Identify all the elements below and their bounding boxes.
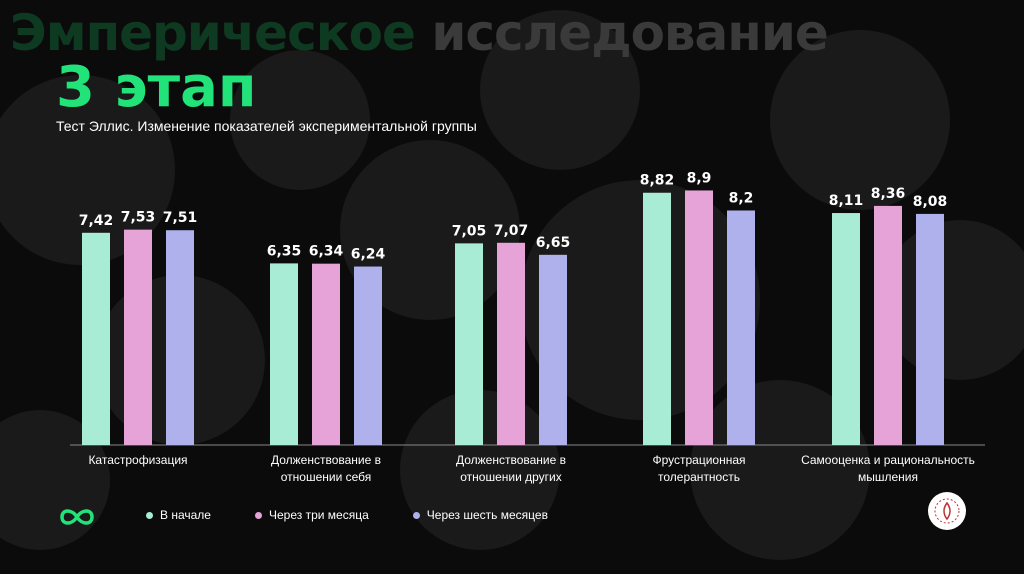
data-label: 8,08	[913, 194, 948, 210]
bar	[643, 192, 671, 445]
legend-item: Через три месяца	[254, 508, 369, 522]
bar	[685, 190, 713, 445]
category-label: Катастрофизация	[88, 453, 187, 467]
chart-subtitle: Тест Эллис. Изменение показателей экспер…	[56, 118, 477, 134]
bar	[497, 242, 525, 445]
bar	[124, 229, 152, 445]
bar	[916, 213, 944, 445]
bar	[354, 266, 382, 445]
heading-word-1: Эмперическое	[10, 4, 416, 62]
data-label: 7,07	[494, 223, 529, 239]
data-label: 7,05	[452, 223, 487, 239]
infinity-logo-icon	[58, 505, 96, 534]
legend-label: Через три месяца	[268, 508, 369, 522]
data-label: 8,2	[729, 190, 754, 206]
data-label: 6,34	[309, 244, 344, 260]
bar	[539, 254, 567, 445]
legend-item: Через шесть месяцев	[412, 508, 548, 522]
heading-word-2: исследование	[431, 4, 828, 62]
category-label: Долженствование в отношении других	[456, 453, 566, 484]
legend-dot	[254, 511, 262, 519]
bar	[166, 230, 194, 445]
data-label: 6,35	[267, 243, 302, 259]
data-label: 7,53	[121, 210, 156, 226]
category-label: Долженствование в отношении себя	[271, 453, 381, 484]
data-label: 6,65	[536, 235, 571, 251]
page-heading: Эмперическое исследование	[10, 8, 829, 58]
legend-label: В начале	[160, 508, 211, 522]
bar	[270, 263, 298, 445]
data-label: 8,36	[871, 186, 906, 202]
category-label: Фрустрационная толерантность	[652, 453, 745, 484]
data-label: 6,24	[351, 247, 386, 263]
emblem-logo-icon	[928, 492, 966, 530]
legend-item: В начале	[146, 508, 211, 522]
chart-legend: В начале Через три месяца Через шесть ме…	[146, 508, 592, 522]
legend-label: Через шесть месяцев	[426, 508, 548, 522]
data-label: 8,11	[829, 193, 864, 209]
data-label: 7,51	[163, 210, 198, 226]
legend-dot	[412, 511, 420, 519]
data-label: 7,42	[79, 213, 114, 229]
bar	[455, 243, 483, 445]
category-label: Самооценка и рациональность мышления	[801, 453, 975, 484]
bar	[727, 210, 755, 445]
stage-title: 3 этап	[56, 55, 257, 120]
legend-dot	[146, 511, 153, 519]
bar	[312, 263, 340, 445]
bar	[874, 205, 902, 445]
bar	[82, 232, 110, 445]
data-label: 8,82	[640, 173, 675, 189]
bar	[832, 213, 860, 445]
data-label: 8,9	[687, 170, 712, 186]
